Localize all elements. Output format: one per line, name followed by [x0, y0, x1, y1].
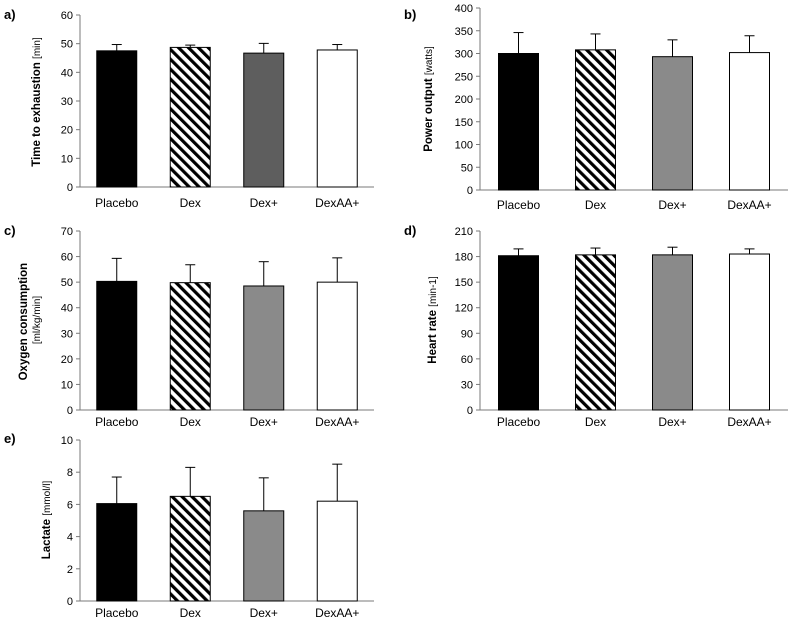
panel-c-ytick-label: 60	[61, 252, 73, 264]
panel-e-ytick-label: 6	[67, 499, 73, 511]
bar-placebo	[498, 255, 539, 411]
panel-d-ytick-label: 90	[461, 328, 473, 340]
category-label: Dex+	[250, 415, 278, 429]
category-label: Dex	[180, 415, 201, 429]
panel-b-ytick-label: 400	[455, 3, 473, 15]
bar-dex	[169, 282, 211, 411]
category-label: Dex+	[250, 196, 278, 210]
panel-c-ytick-label: 10	[61, 379, 73, 391]
panel-c-ytick-label: 70	[61, 226, 73, 238]
panel-e-ytick-label: 0	[67, 596, 73, 608]
bar-dexaa-plus	[729, 253, 770, 411]
panel-b-letter: b)	[404, 7, 416, 22]
panel-d-ytick-label: 30	[461, 379, 473, 391]
category-label: Dex	[180, 196, 201, 210]
panel-b-ytick-label: 300	[455, 49, 473, 61]
panel-d-ytick-label: 120	[455, 303, 473, 315]
panel-b-ytick-label: 350	[455, 26, 473, 38]
category-label: Dex+	[250, 606, 278, 620]
bar-dexaa-plus	[729, 52, 770, 191]
category-label: DexAA+	[315, 415, 359, 429]
panel-c-ylabel: Oxygen consumption [ml/kg/min]	[18, 260, 43, 381]
panel-c: c) Oxygen consumption [ml/kg/min] 0 10 20 3…	[4, 223, 374, 429]
category-label: DexAA+	[315, 606, 359, 620]
bar-dex-plus	[243, 510, 285, 602]
panel-d-ytick-label: 210	[455, 226, 473, 238]
bar-placebo	[96, 280, 138, 411]
panel-d-ylabel: Heart rate [min-1]	[427, 276, 439, 364]
category-label: DexAA+	[315, 196, 359, 210]
category-label: Dex+	[658, 198, 686, 212]
panel-c-ytick-label: 20	[61, 354, 73, 366]
category-label: Placebo	[497, 415, 541, 429]
panel-a-ytick-label: 50	[61, 39, 73, 51]
category-label: DexAA+	[727, 198, 771, 212]
category-label: Placebo	[497, 198, 541, 212]
panel-c-ytick-label: 0	[67, 405, 73, 417]
category-label: Dex	[585, 198, 606, 212]
panel-d-ytick-label: 60	[461, 354, 473, 366]
panel-a-ytick-label: 60	[61, 10, 73, 22]
panel-a-ytick-label: 0	[67, 182, 73, 194]
panel-a-ytick-label: 30	[61, 96, 73, 108]
panel-b: b) Power output [watts] 0 50 100 150 200 250 3…	[404, 3, 788, 212]
panel-b-ylabel: Power output [watts]	[423, 46, 435, 152]
panel-d-ytick-label: 180	[455, 252, 473, 264]
panel-e-ylabel: Lactate [mmol/l]	[41, 481, 53, 560]
category-label: Placebo	[95, 415, 139, 429]
panel-c-ytick-label: 30	[61, 328, 73, 340]
panel-a-letter: a)	[4, 7, 16, 22]
panel-a-ytick-label: 20	[61, 125, 73, 137]
panel-e-ytick-label: 8	[67, 467, 73, 479]
panel-d: d) Heart rate [min-1] 0 30 60 90 120 150 180 21…	[404, 223, 788, 429]
bar-placebo	[96, 50, 138, 188]
panel-c-ytick-label: 40	[61, 303, 73, 315]
panel-c-letter: c)	[4, 223, 16, 238]
bar-dex-plus	[243, 285, 285, 411]
category-label: Placebo	[95, 606, 139, 620]
bar-dex-plus	[243, 52, 285, 188]
category-label: Dex+	[658, 415, 686, 429]
bar-dex	[575, 254, 616, 411]
panel-a: a) Time to exhaustion [min] 0 10 20 30 40 50 6…	[4, 7, 374, 210]
panel-a-ytick-label: 10	[61, 153, 73, 165]
bar-dex-plus	[652, 56, 693, 191]
bar-dex	[575, 49, 616, 191]
panel-b-ytick-label: 50	[461, 162, 473, 174]
panel-e: e) Lactate [mmol/l] 0 2 4 6 8 10 Placebo Dex Dex…	[4, 431, 374, 620]
category-label: Placebo	[95, 196, 139, 210]
bar-dexaa-plus	[316, 500, 358, 602]
panel-c-ytick-label: 50	[61, 277, 73, 289]
panel-a-ylabel: Time to exhaustion [min]	[31, 37, 43, 167]
category-label: DexAA+	[727, 415, 771, 429]
bar-placebo	[96, 503, 138, 602]
panel-a-ytick-label: 40	[61, 67, 73, 79]
panel-b-ytick-label: 100	[455, 140, 473, 152]
panel-e-letter: e)	[4, 431, 16, 446]
panel-e-ytick-label: 10	[61, 435, 73, 447]
bar-dex-plus	[652, 254, 693, 411]
panel-d-ytick-label: 0	[467, 405, 473, 417]
bar-dexaa-plus	[316, 281, 358, 411]
panel-b-ytick-label: 200	[455, 94, 473, 106]
bar-dexaa-plus	[316, 49, 358, 188]
panel-e-ytick-label: 2	[67, 564, 73, 576]
bar-dex	[169, 46, 211, 188]
category-label: Dex	[180, 606, 201, 620]
panel-b-ytick-label: 250	[455, 71, 473, 83]
panel-e-ytick-label: 4	[67, 532, 73, 544]
bar-placebo	[498, 53, 539, 191]
bar-dex	[169, 495, 211, 602]
panel-b-ytick-label: 150	[455, 117, 473, 129]
panel-d-ytick-label: 150	[455, 277, 473, 289]
panel-b-ytick-label: 0	[467, 185, 473, 197]
panel-d-letter: d)	[404, 223, 416, 238]
category-label: Dex	[585, 415, 606, 429]
